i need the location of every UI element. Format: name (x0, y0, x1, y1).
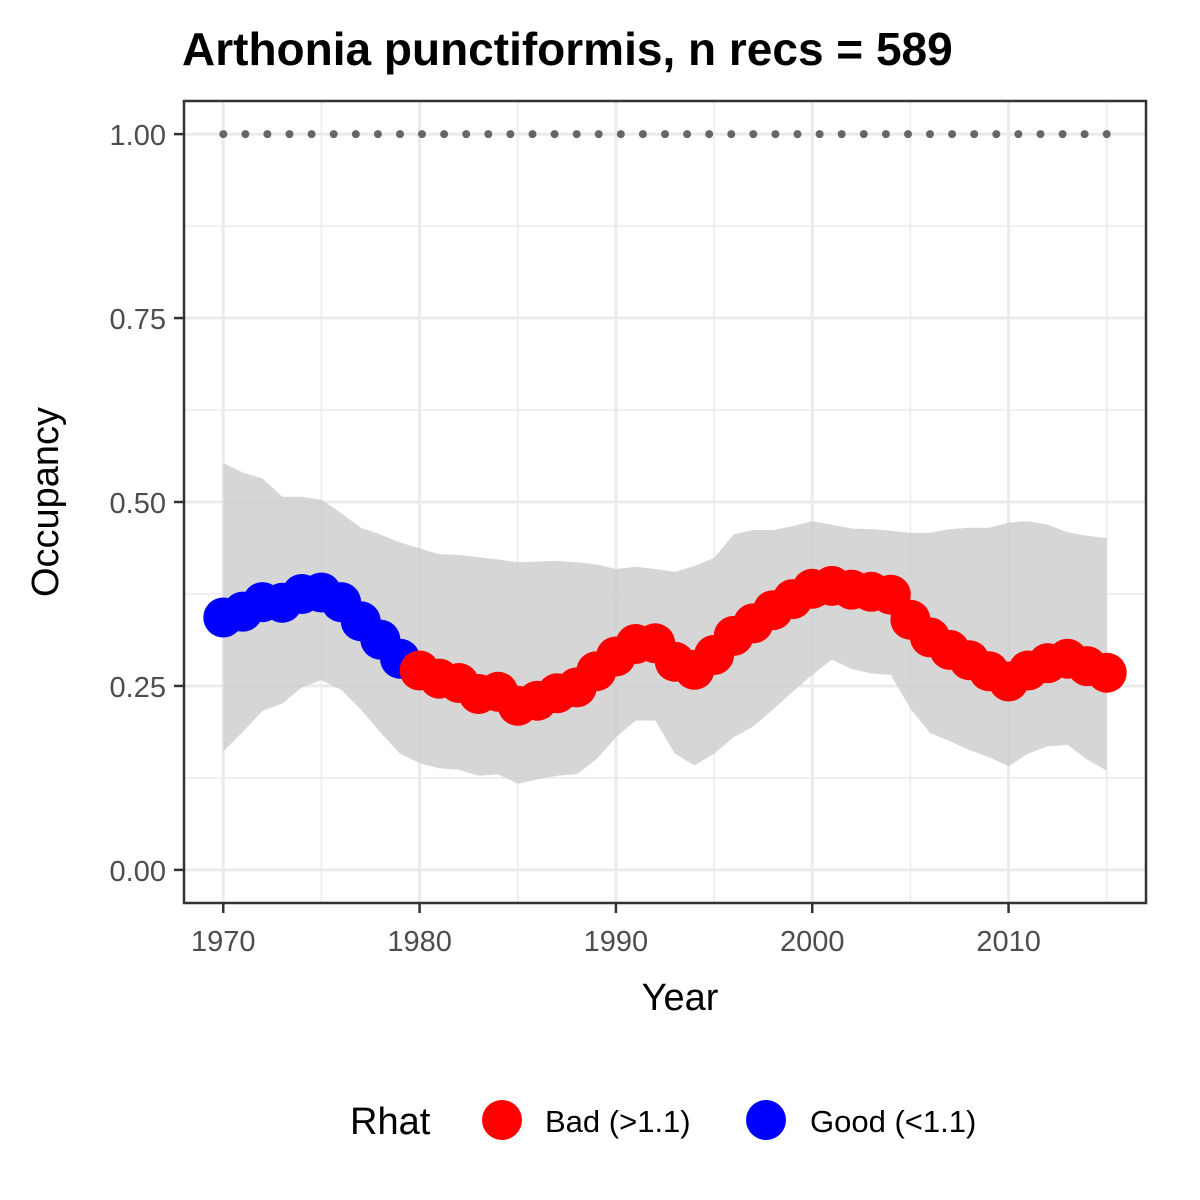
legend: Rhat Bad (>1.1) Good (<1.1) (350, 1100, 976, 1143)
confidence-band (223, 463, 1107, 784)
reference-dot (484, 130, 493, 139)
reference-dot (638, 130, 647, 139)
reference-line-dots (219, 130, 1111, 139)
reference-dot (440, 130, 449, 139)
reference-dot (683, 130, 692, 139)
reference-dot (1080, 130, 1089, 139)
x-axis-title: Year (642, 977, 719, 1019)
reference-dot (307, 130, 316, 139)
reference-dot (219, 130, 228, 139)
reference-dot (881, 130, 890, 139)
y-tick-label: 0.25 (110, 672, 166, 704)
reference-dot (263, 130, 272, 139)
reference-dot (970, 130, 979, 139)
x-tick-label: 1970 (191, 926, 256, 958)
reference-dot (462, 130, 471, 139)
legend-swatch-good (746, 1100, 786, 1140)
reference-dot (241, 130, 250, 139)
reference-dot (329, 130, 338, 139)
grid-major (184, 101, 1146, 903)
reference-dot (992, 130, 1001, 139)
reference-dot (948, 130, 957, 139)
reference-dot (572, 130, 581, 139)
legend-label-good: Good (<1.1) (810, 1104, 976, 1139)
x-tick-label: 2010 (976, 926, 1041, 958)
x-axis-ticks: 1970 1980 1990 2000 2010 (191, 903, 1041, 958)
reference-dot (616, 130, 625, 139)
x-tick-label: 1980 (387, 926, 452, 958)
reference-dot (594, 130, 603, 139)
reference-dot (351, 130, 360, 139)
y-tick-label: 1.00 (110, 120, 166, 152)
reference-dot (1102, 130, 1111, 139)
x-tick-label: 1990 (584, 926, 649, 958)
y-tick-label: 0.00 (110, 856, 166, 888)
reference-dot (815, 130, 824, 139)
reference-dot (418, 130, 426, 139)
y-axis-title: Occupancy (25, 407, 67, 597)
reference-dot (837, 130, 846, 139)
data-point-2015 (1086, 652, 1127, 693)
reference-dot (771, 130, 780, 139)
reference-dot (1036, 130, 1045, 139)
reference-dot (727, 130, 736, 139)
chart-title: Arthonia punctiformis, n recs = 589 (182, 23, 953, 75)
x-tick-label: 2000 (780, 926, 845, 958)
legend-label-bad: Bad (>1.1) (545, 1104, 691, 1139)
occupancy-points (203, 565, 1127, 726)
reference-dot (550, 130, 559, 139)
reference-dot (396, 130, 404, 139)
reference-dot (926, 130, 934, 139)
reference-dot (904, 130, 912, 139)
legend-title: Rhat (350, 1101, 431, 1143)
reference-dot (1058, 130, 1067, 139)
reference-dot (793, 130, 802, 139)
y-tick-label: 0.75 (110, 304, 166, 336)
reference-dot (373, 130, 382, 139)
y-axis-ticks: 0.00 0.25 0.50 0.75 1.00 (110, 120, 184, 888)
reference-dot (859, 130, 868, 139)
reference-dot (1014, 130, 1023, 139)
reference-dot (285, 130, 294, 139)
reference-dot (661, 130, 669, 139)
reference-dot (749, 130, 758, 139)
y-tick-label: 0.50 (110, 488, 166, 520)
reference-dot (528, 130, 537, 139)
reference-dot (705, 130, 714, 139)
reference-dot (506, 130, 515, 139)
legend-swatch-bad (482, 1100, 522, 1140)
